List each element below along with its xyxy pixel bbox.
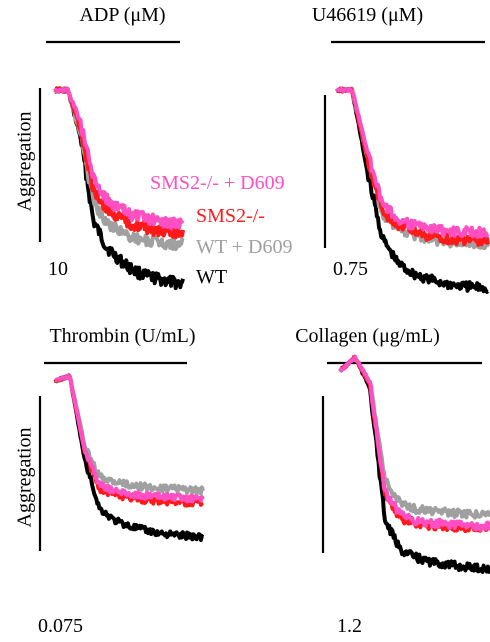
panel-adp: ADP (μM) Aggregation 10 [0, 0, 245, 321]
legend-item-sms2-d609: SMS2-/- + D609 [150, 172, 285, 194]
series-line-wt-d609 [338, 355, 490, 520]
series-line-sms2-d609 [338, 354, 490, 532]
series-line-sms2-d609 [53, 86, 185, 230]
y-axis-label: Aggregation [13, 111, 36, 212]
legend-item-wt: WT [196, 266, 228, 288]
legend-item-sms2: SMS2-/- [196, 205, 265, 227]
y-axis-label: Aggregation [13, 427, 36, 528]
panel-chart [38, 361, 205, 551]
panel-title: ADP (μM) [79, 4, 166, 26]
series-line-sms2- [53, 86, 185, 240]
concentration-label: 1.2 [337, 615, 362, 637]
panel-thrombin: Thrombin (U/mL) Aggregation 0.075 [0, 321, 245, 642]
legend-item-wt-d609: WT + D609 [196, 236, 293, 258]
panel-chart [321, 354, 490, 574]
panel-title: Thrombin (U/mL) [49, 325, 196, 347]
series-line-wt [54, 373, 205, 542]
concentration-label: 0.75 [333, 258, 368, 280]
series-line-wt [338, 355, 490, 574]
concentration-label: 10 [48, 258, 68, 280]
series-line-sms2-d609 [335, 86, 490, 239]
series-line-wt-d609 [54, 374, 205, 496]
panel-title: U46619 (μM) [311, 4, 424, 26]
panel-chart [38, 40, 185, 291]
panel-chart [323, 40, 490, 294]
panel-u46619: U46619 (μM) 0.75 [245, 0, 490, 321]
series-line-sms2-d609 [54, 373, 205, 504]
panel-collagen: Collagen (μg/mL) 1.2 [245, 321, 490, 642]
panel-title: Collagen (μg/mL) [295, 325, 440, 347]
concentration-label: 0.075 [38, 615, 83, 637]
